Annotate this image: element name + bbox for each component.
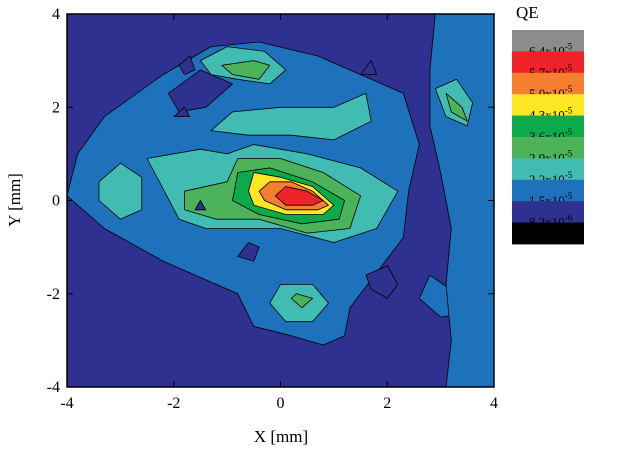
contour-region: [445, 92, 468, 122]
contour-hole: [194, 200, 207, 211]
legend-swatch: [512, 179, 584, 202]
x-tick-label: 4: [490, 395, 498, 412]
y-tick-label: 0: [52, 193, 60, 210]
legend-exponent: -5: [565, 170, 573, 180]
legend: QE 6.4x10-55.7x10-55.0x10-54.3x10-53.6x1…: [512, 3, 584, 245]
y-tick-label: -4: [47, 379, 60, 396]
contour-hole: [178, 55, 196, 75]
legend-swatch: [512, 201, 584, 223]
contour-hole: [360, 60, 378, 75]
x-tick-label: 0: [277, 395, 285, 412]
y-axis: 4 2 0 -2 -4: [47, 6, 494, 396]
y-tick-label: 2: [52, 99, 60, 116]
x-axis: -4 -2 0 2 4: [60, 14, 498, 412]
legend-exponent: -5: [565, 41, 573, 51]
contour-hole: [167, 69, 233, 113]
legend-exponent: -5: [565, 191, 573, 201]
legend-exponent: -5: [565, 148, 573, 158]
legend-exponent: -5: [565, 106, 573, 116]
contour-region: [98, 162, 143, 220]
contour-hole: [173, 106, 191, 117]
x-tick-label: -2: [167, 395, 180, 412]
legend-exponent: -6: [565, 213, 573, 223]
legend-swatch: [512, 158, 584, 181]
legend-exponent: -5: [565, 63, 573, 73]
legend-swatch: [512, 51, 584, 74]
contour-region: [221, 60, 271, 80]
legend-exponent: -5: [565, 127, 573, 137]
x-axis-title: X [mm]: [254, 427, 308, 446]
contour-hole: [237, 242, 260, 262]
x-tick-label: 2: [383, 395, 391, 412]
legend-swatch: [512, 222, 584, 245]
legend-swatch: [512, 72, 584, 95]
contour-region: [290, 293, 313, 309]
legend-title: QE: [516, 3, 539, 22]
x-tick-label: -4: [60, 395, 73, 412]
contour-regions: [66, 13, 495, 388]
legend-exponent: -5: [565, 84, 573, 94]
contour-region: [210, 92, 372, 141]
contour-region: [274, 186, 324, 206]
legend-swatch: [512, 115, 584, 138]
y-tick-label: -2: [47, 286, 60, 303]
y-axis-title: Y [mm]: [5, 173, 24, 227]
plot-area: [66, 13, 495, 388]
contour-hole: [365, 265, 399, 299]
legend-swatch: [512, 30, 584, 52]
y-tick-label: 4: [52, 6, 60, 23]
legend-swatch: [512, 137, 584, 159]
legend-swatch: [512, 94, 584, 116]
